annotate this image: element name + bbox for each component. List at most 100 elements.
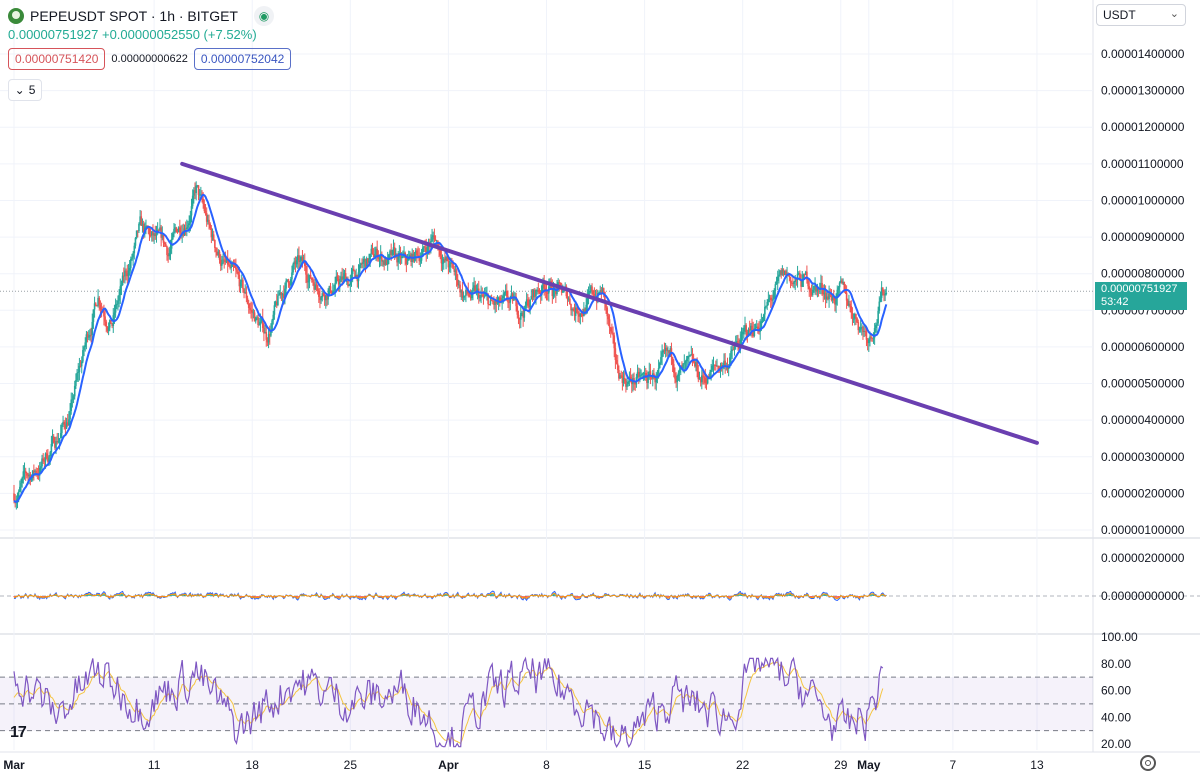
candle-body — [634, 382, 637, 385]
candle-body — [226, 257, 229, 265]
y-tick-label: 0.00001300000 — [1101, 84, 1185, 98]
candle-body — [247, 303, 250, 308]
candle-body — [204, 211, 207, 213]
candle-body — [152, 231, 154, 236]
candle-body — [172, 233, 174, 240]
candle-body — [329, 286, 332, 291]
indicator-collapse-button[interactable]: ⌄ 5 — [8, 79, 42, 101]
candle-body — [426, 247, 429, 254]
candle-body — [145, 226, 147, 228]
candle-body — [223, 259, 226, 261]
candle-body — [885, 292, 888, 295]
candle-body — [637, 371, 640, 377]
candle-body — [684, 361, 687, 364]
candle-body — [287, 279, 290, 284]
tradingview-logo-icon[interactable]: 17 — [10, 724, 27, 741]
candle-body — [495, 301, 498, 304]
candle-body — [809, 288, 812, 293]
candle-body — [522, 312, 524, 318]
candle-body — [54, 442, 56, 448]
candle-body — [479, 297, 481, 299]
candle-body — [752, 330, 754, 336]
buy-price-box[interactable]: 0.00000752042 — [193, 48, 292, 70]
candle-body — [240, 279, 243, 283]
candle-body — [97, 297, 99, 306]
candle-body — [729, 357, 731, 366]
candle-body — [620, 375, 623, 377]
candle-body — [696, 362, 698, 372]
candle-body — [385, 259, 388, 265]
candle-body — [265, 332, 268, 340]
candle-body — [263, 327, 265, 334]
candle-body — [210, 228, 213, 238]
candle-body — [834, 300, 836, 305]
candle-body — [105, 321, 108, 327]
candle-body — [315, 284, 318, 286]
candle-body — [544, 288, 547, 290]
candle-body — [456, 279, 459, 286]
candle-body — [107, 327, 110, 331]
symbol-title[interactable]: PEPEUSDT SPOT · 1h · BITGET — [30, 8, 238, 24]
candle-body — [623, 377, 626, 381]
sell-price-box[interactable]: 0.00000751420 — [8, 48, 106, 70]
candle-body — [822, 288, 825, 295]
candle-body — [70, 399, 73, 411]
candle-body — [570, 303, 572, 311]
candle-body — [771, 299, 773, 301]
candle-body — [284, 288, 286, 299]
candle-body — [836, 289, 839, 297]
candle-body — [597, 293, 599, 302]
rsi-tick-label: 80.00 — [1101, 657, 1131, 671]
candle-body — [845, 292, 848, 301]
candle-body — [686, 355, 689, 359]
candle-body — [527, 299, 529, 306]
candle-body — [405, 257, 408, 265]
candle-body — [24, 470, 27, 474]
candle-body — [875, 325, 877, 329]
candle-body — [163, 242, 166, 245]
eye-icon[interactable]: ◉ — [253, 6, 274, 26]
candle-body — [458, 284, 460, 286]
candle-body — [407, 258, 410, 261]
candle-body — [476, 288, 479, 291]
currency-select[interactable]: USDT ⌄ — [1096, 4, 1186, 26]
ma-line — [13, 193, 888, 503]
candle-body — [882, 287, 884, 292]
candle-body — [466, 289, 468, 292]
candle-body — [237, 271, 240, 275]
candle-body — [335, 276, 338, 283]
candle-body — [697, 371, 700, 380]
candle-body — [862, 326, 864, 333]
candle-body — [364, 258, 367, 267]
candle-body — [236, 269, 238, 272]
candle-body — [92, 309, 95, 322]
candle-body — [26, 473, 28, 476]
candle-body — [732, 349, 735, 351]
candle-body — [254, 317, 257, 322]
candle-body — [40, 466, 42, 468]
candle-body — [238, 274, 241, 287]
candle-body — [599, 290, 602, 293]
moving-average — [13, 193, 888, 503]
candle-body — [252, 312, 255, 314]
candle-body — [802, 274, 805, 280]
trendline[interactable] — [180, 161, 1039, 445]
candle-body — [860, 326, 863, 328]
candle-body — [578, 314, 580, 317]
trendline-segment[interactable] — [180, 161, 1039, 445]
candle-body — [515, 296, 517, 307]
y-tick-label: 0.00000500000 — [1101, 377, 1185, 391]
candle-body — [365, 258, 368, 267]
candle-body — [388, 254, 390, 259]
candle-body — [532, 289, 535, 298]
candle-body — [232, 264, 235, 266]
gear-icon[interactable] — [1140, 755, 1156, 771]
candle-body — [281, 293, 284, 296]
candle-body — [593, 294, 596, 299]
candle-body — [104, 316, 106, 322]
candle-body — [28, 474, 30, 477]
candle-body — [280, 292, 283, 296]
candle-body — [677, 372, 680, 376]
candle-body — [873, 328, 876, 338]
